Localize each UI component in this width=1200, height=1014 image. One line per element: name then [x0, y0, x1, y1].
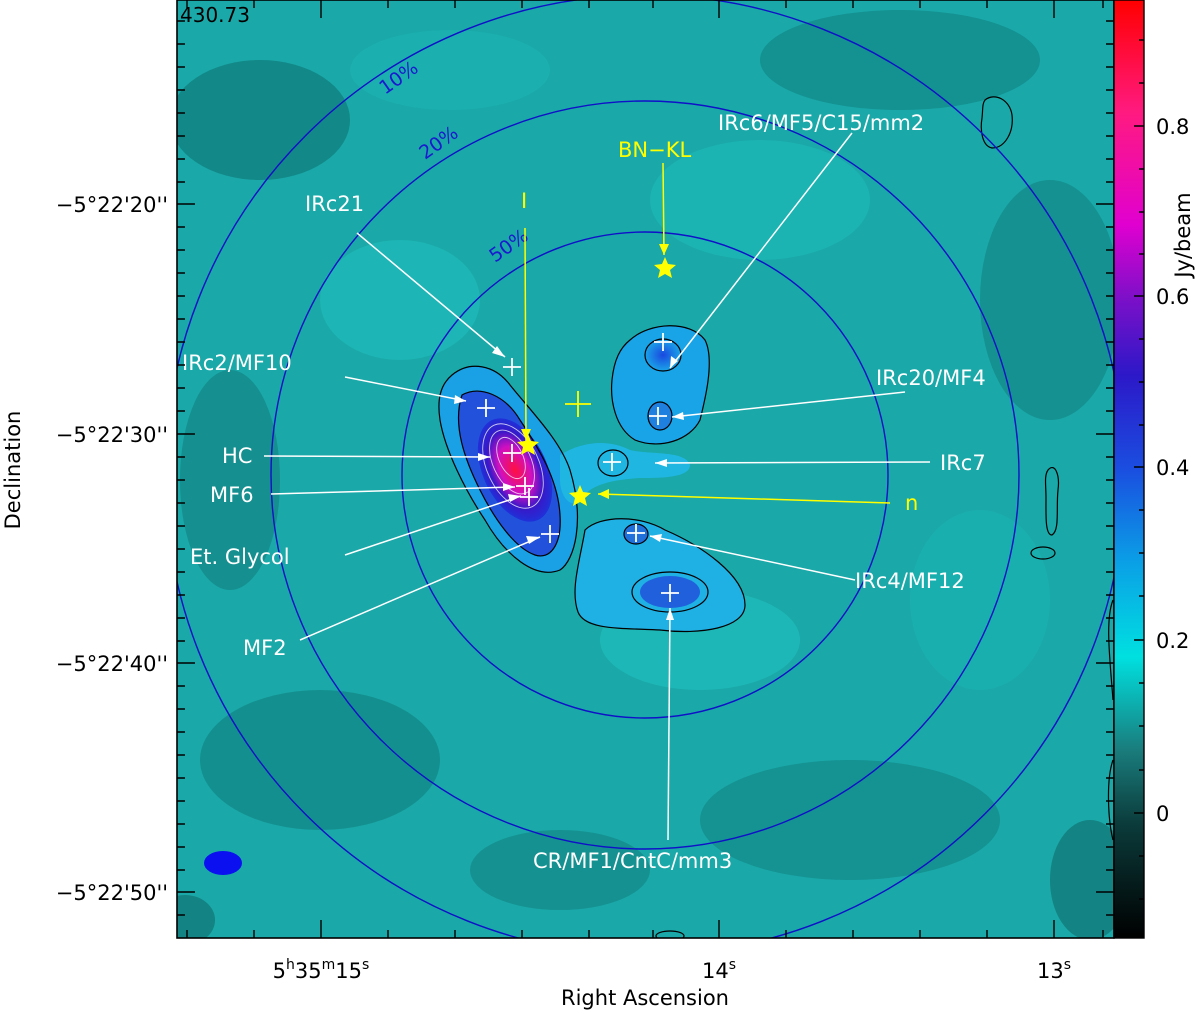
colorbar-tick-label: 0.2 — [1156, 629, 1189, 653]
emission-contours — [438, 96, 1114, 938]
y-tick-label: −5°22'20'' — [56, 193, 168, 217]
arrow-heads — [454, 346, 684, 620]
yellow-stars — [517, 257, 676, 506]
colorbar-frame — [1113, 0, 1145, 939]
label-hc: HC — [222, 444, 252, 468]
label-mf2: MF2 — [243, 636, 287, 660]
yellow-arrows — [524, 162, 891, 504]
colorbar-tick-label: 0.4 — [1156, 456, 1189, 480]
chart-title: 430.73 — [180, 3, 250, 27]
colorbar-tick-label: 0.8 — [1156, 115, 1189, 139]
label-irc4: IRc4/MF12 — [855, 569, 965, 593]
y-tick-label: −5°22'40'' — [56, 652, 168, 676]
label-cr: CR/MF1/CntC/mm3 — [533, 849, 732, 873]
label-source-n: n — [905, 491, 918, 515]
colorbar-tick-label: 0 — [1156, 802, 1169, 826]
x-axis-label: Right Ascension — [561, 986, 729, 1010]
label-bn-kl: BN−KL — [618, 138, 691, 162]
x-tick-label-14s: 14s — [702, 957, 736, 983]
y-tick-label: −5°22'50'' — [56, 881, 168, 905]
y-ticks — [177, 20, 1114, 916]
label-mf6: MF6 — [210, 483, 254, 507]
x-tick-label-15s: 5h35m15s — [273, 957, 370, 983]
yellow-cross — [565, 391, 591, 417]
synthesized-beam — [204, 851, 242, 875]
y-axis-label: Declination — [1, 411, 25, 530]
label-source-i: I — [521, 189, 527, 213]
label-irc20: IRc20/MF4 — [876, 366, 986, 390]
label-et-glycol: Et. Glycol — [190, 545, 290, 569]
y-tick-label: −5°22'30'' — [56, 423, 168, 447]
annotation-arrows — [263, 132, 931, 841]
intensity-map — [177, 0, 1114, 938]
primary-beam-circles — [177, 0, 1114, 938]
label-irc7: IRc7 — [940, 451, 986, 475]
yellow-arrow-heads — [521, 244, 669, 499]
colorbar-ticks — [1134, 39, 1144, 900]
x-tick-label-13s: 13s — [1037, 957, 1071, 983]
source-crosses — [477, 333, 679, 602]
label-irc2-mf10: IRc2/MF10 — [182, 351, 292, 375]
x-ticks — [186, 0, 1104, 938]
label-irc6: IRc6/MF5/C15/mm2 — [718, 111, 924, 135]
colorbar-label: Jy/beam — [1171, 192, 1195, 279]
colorbar — [1114, 0, 1144, 938]
colorbar-tick-label: 0.6 — [1156, 285, 1189, 309]
label-irc21: IRc21 — [305, 192, 364, 216]
